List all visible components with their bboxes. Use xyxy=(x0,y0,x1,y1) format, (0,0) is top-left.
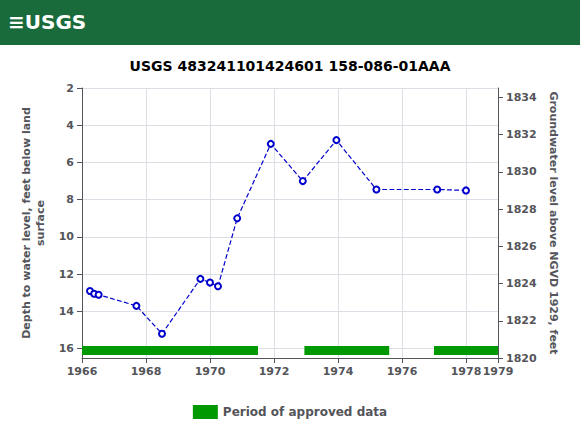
svg-text:Period of approved data: Period of approved data xyxy=(223,405,387,419)
svg-text:1820: 1820 xyxy=(506,352,537,365)
svg-text:surface: surface xyxy=(34,200,47,246)
svg-text:1832: 1832 xyxy=(506,128,537,141)
svg-text:2: 2 xyxy=(66,82,74,95)
svg-text:Depth to water level, feet bel: Depth to water level, feet below land xyxy=(20,107,33,339)
svg-text:≡USGS: ≡USGS xyxy=(8,10,86,34)
svg-text:6: 6 xyxy=(66,156,74,169)
svg-text:1974: 1974 xyxy=(323,365,354,378)
svg-text:USGS 483241101424601 158-086-0: USGS 483241101424601 158-086-01AAA xyxy=(130,58,451,74)
svg-text:1979: 1979 xyxy=(483,365,514,378)
svg-text:1976: 1976 xyxy=(387,365,418,378)
svg-text:1970: 1970 xyxy=(195,365,226,378)
svg-text:1972: 1972 xyxy=(259,365,290,378)
svg-text:16: 16 xyxy=(59,342,75,355)
svg-text:14: 14 xyxy=(59,305,75,318)
svg-text:1822: 1822 xyxy=(506,314,537,327)
svg-text:1826: 1826 xyxy=(506,240,537,253)
svg-text:1824: 1824 xyxy=(506,277,537,290)
svg-text:1834: 1834 xyxy=(506,91,537,104)
svg-text:1966: 1966 xyxy=(67,365,98,378)
svg-text:12: 12 xyxy=(59,268,74,281)
svg-text:1968: 1968 xyxy=(131,365,162,378)
svg-text:1978: 1978 xyxy=(451,365,482,378)
svg-text:4: 4 xyxy=(66,119,74,132)
svg-text:10: 10 xyxy=(59,230,75,243)
svg-text:Groundwater level above NGVD 1: Groundwater level above NGVD 1929, feet xyxy=(547,91,560,354)
svg-text:1830: 1830 xyxy=(506,165,537,178)
svg-text:8: 8 xyxy=(66,193,74,206)
svg-text:1828: 1828 xyxy=(506,203,537,216)
